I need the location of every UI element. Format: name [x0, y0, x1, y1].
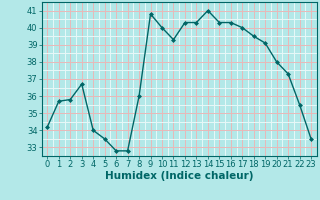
X-axis label: Humidex (Indice chaleur): Humidex (Indice chaleur) — [105, 171, 253, 181]
